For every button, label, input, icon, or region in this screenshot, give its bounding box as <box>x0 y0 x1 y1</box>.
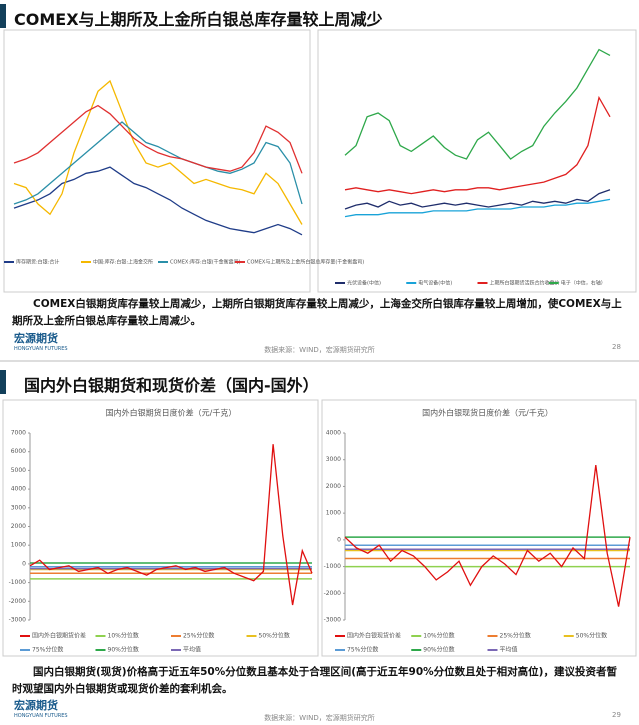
legend-label: 75%分位数 <box>347 646 378 654</box>
accent <box>0 370 6 394</box>
legend-label: 10%分位数 <box>108 632 139 640</box>
source: 数据来源：WIND，宏源期货研究所 <box>264 714 375 722</box>
series-line <box>13 166 303 236</box>
slide-title: 国内外白银期货和现货价差（国内-国外） <box>24 376 319 395</box>
legend-label: 25%分位数 <box>500 632 531 640</box>
frame <box>321 399 637 657</box>
logo: 宏源期货 HONGYUAN FUTURES <box>14 330 68 352</box>
series-line <box>13 104 303 174</box>
legend-label: 50%分位数 <box>259 632 290 640</box>
accent <box>0 4 6 28</box>
logo-text: 宏源期货 <box>14 699 58 712</box>
legend-label: COMEX与上期所及上金所白银总库存量(千金衡盎司) <box>247 259 364 266</box>
y-tick-label: 5000 <box>11 467 26 474</box>
series-line <box>344 189 611 210</box>
series-line <box>29 444 313 606</box>
series-line <box>344 48 611 160</box>
legend-label: 50%分位数 <box>576 632 607 640</box>
series-line <box>344 95 611 195</box>
y-tick-label: 6000 <box>11 448 26 455</box>
frame <box>317 29 637 293</box>
paragraph: 国内白银期货(现货)价格高于近五年50%分位数且基本处于合理区间(高于近五年90… <box>12 666 617 695</box>
y-tick-label: 2000 <box>326 483 341 490</box>
y-tick-label: -2000 <box>324 590 342 597</box>
legend-label: 90%分位数 <box>108 646 139 654</box>
y-tick-label: -1000 <box>324 563 342 570</box>
paragraph: COMEX白银期货库存量较上周减少，上期所白银期货库存量较上周减少，上海金交所白… <box>12 298 622 327</box>
chart-title: 国内外白银期货日度价差（元/千克） <box>106 408 237 418</box>
series-line <box>13 121 303 205</box>
y-tick-label: 4000 <box>11 486 26 493</box>
legend-label: 电气设备(中信) <box>418 280 452 287</box>
legend-label: 10%分位数 <box>423 632 454 640</box>
series-line <box>344 465 631 607</box>
y-tick-label: 3000 <box>326 456 341 463</box>
legend-label: 库存期货:白银:合计 <box>16 259 59 266</box>
legend-label: 光伏设备(中信) <box>347 280 381 287</box>
y-tick-label: -3000 <box>324 617 342 624</box>
y-tick-label: 4000 <box>326 430 341 437</box>
legend-label: 中国:库存:白银:上海金交所 <box>93 259 153 266</box>
frame <box>3 29 311 293</box>
divider <box>0 360 639 362</box>
frame <box>2 399 319 657</box>
page-number: 29 <box>612 711 621 719</box>
y-tick-label: 7000 <box>11 430 26 437</box>
legend-label: 75%分位数 <box>32 646 63 654</box>
legend-label: COMEX:库存:白银(千金衡盎司) <box>170 259 241 266</box>
chart-title: 国内外白银现货日度价差（元/千克） <box>422 408 553 418</box>
y-tick-label: 0 <box>337 536 341 543</box>
logo-en: HONGYUAN FUTURES <box>14 346 68 352</box>
y-tick-label: 0 <box>22 560 26 567</box>
y-tick-label: 3000 <box>11 504 26 511</box>
legend-label: 国内外白银期货价差 <box>32 632 86 640</box>
legend-label: 国内外白银现货价差 <box>347 632 401 640</box>
y-tick-label: -1000 <box>9 579 27 586</box>
source: 数据来源：WIND，宏源期货研究所 <box>264 346 375 354</box>
y-tick-label: 2000 <box>11 523 26 530</box>
logo-text: 宏源期货 <box>14 332 58 345</box>
y-tick-label: 1000 <box>11 542 26 549</box>
y-tick-label: -3000 <box>9 617 27 624</box>
legend-label: 平均值 <box>183 646 201 654</box>
series-line <box>344 198 611 218</box>
y-tick-label: 1000 <box>326 510 341 517</box>
legend-label: 90%分位数 <box>423 646 454 654</box>
legend-label: 25%分位数 <box>183 632 214 640</box>
page-number: 28 <box>612 343 621 351</box>
legend-label: 电子（中信，右轴） <box>561 280 606 287</box>
logo: 宏源期货 HONGYUAN FUTURES <box>14 697 68 719</box>
series-line <box>13 79 303 225</box>
legend-label: 平均值 <box>500 646 518 654</box>
y-tick-label: -2000 <box>9 598 27 605</box>
legend-label: 上期所白银期货活跃合约收盘价 <box>490 280 560 287</box>
logo-en: HONGYUAN FUTURES <box>14 713 68 719</box>
slide-title: COMEX与上期所及上金所白银总库存量较上周减少 <box>14 10 383 29</box>
